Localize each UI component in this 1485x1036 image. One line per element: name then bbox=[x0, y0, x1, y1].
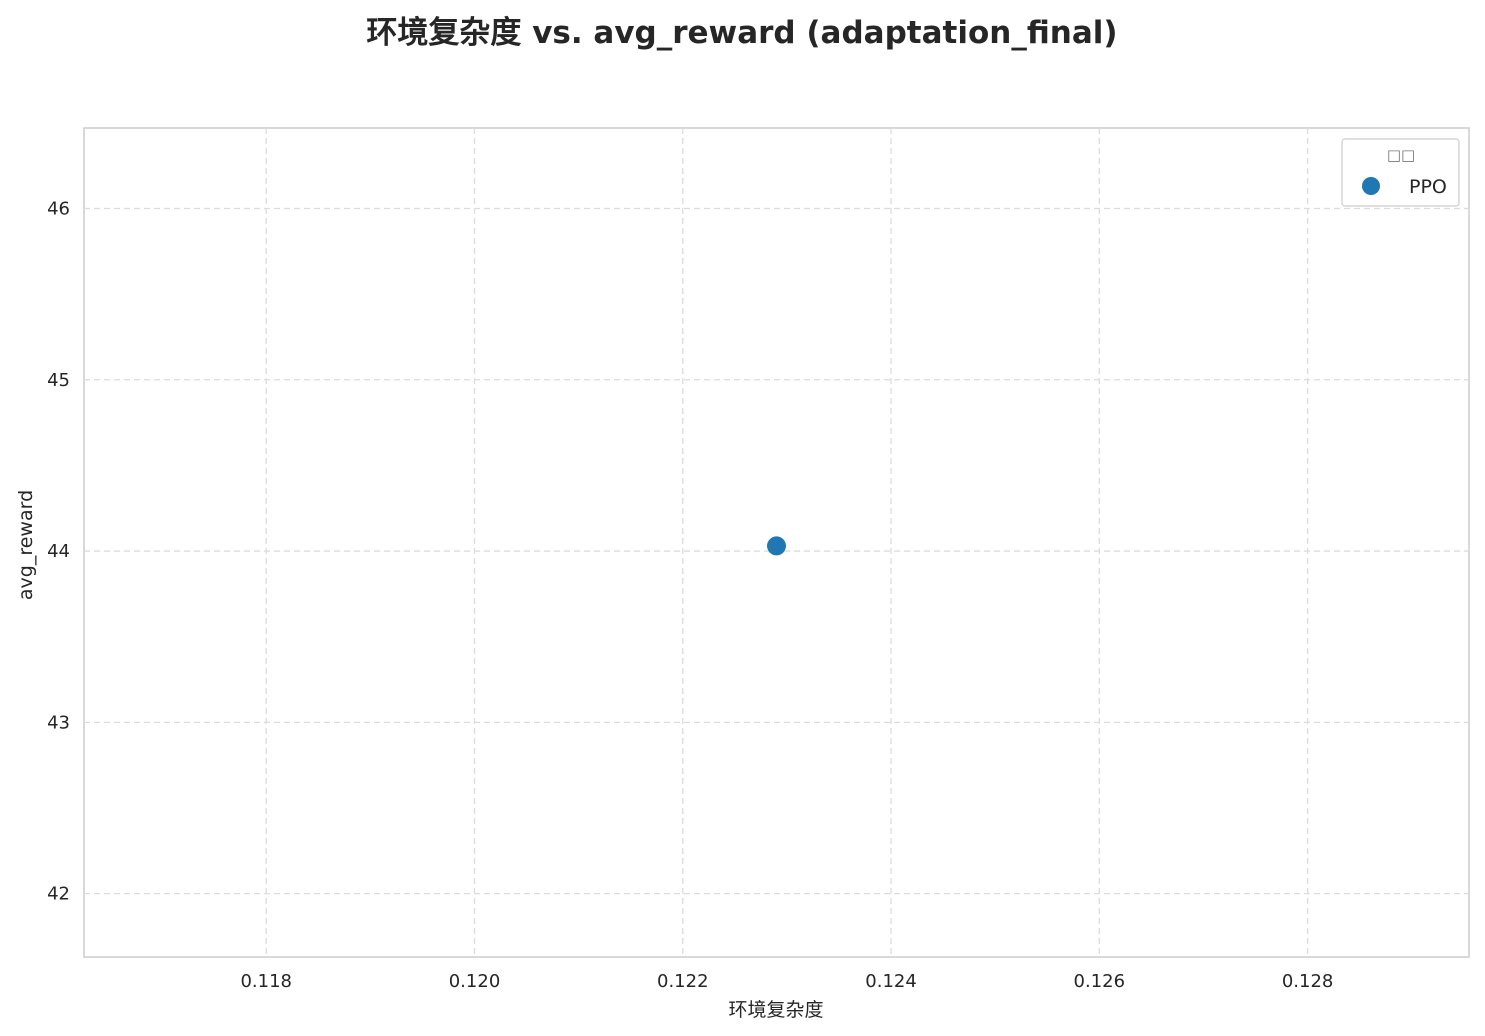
y-tick-label: 45 bbox=[47, 370, 70, 391]
x-tick-label: 0.122 bbox=[657, 971, 709, 992]
y-tick-label: 44 bbox=[47, 541, 70, 562]
y-axis-label: avg_reward bbox=[15, 490, 37, 600]
y-tick-label: 43 bbox=[47, 712, 70, 733]
x-axis-label: 环境复杂度 bbox=[728, 999, 823, 1021]
x-tick-label: 0.124 bbox=[865, 971, 917, 992]
legend: □□ PPO bbox=[1342, 139, 1459, 206]
x-tick-label: 0.126 bbox=[1074, 971, 1126, 992]
data-point bbox=[767, 536, 786, 555]
x-tick-label: 0.128 bbox=[1282, 971, 1334, 992]
legend-marker-ppo bbox=[1362, 177, 1380, 195]
scatter-points bbox=[767, 536, 786, 555]
legend-title: □□ bbox=[1387, 146, 1415, 164]
y-tick-labels: 42 43 44 45 46 bbox=[47, 199, 70, 905]
x-tick-label: 0.118 bbox=[240, 971, 292, 992]
chart-title: 环境复杂度 vs. avg_reward (adaptation_final) bbox=[366, 15, 1117, 51]
y-tick-label: 42 bbox=[47, 884, 70, 905]
x-tick-label: 0.120 bbox=[449, 971, 501, 992]
y-tick-label: 46 bbox=[47, 199, 70, 220]
x-tick-labels: 0.118 0.120 0.122 0.124 0.126 0.128 bbox=[240, 971, 1333, 992]
legend-label-ppo: PPO bbox=[1409, 176, 1447, 198]
